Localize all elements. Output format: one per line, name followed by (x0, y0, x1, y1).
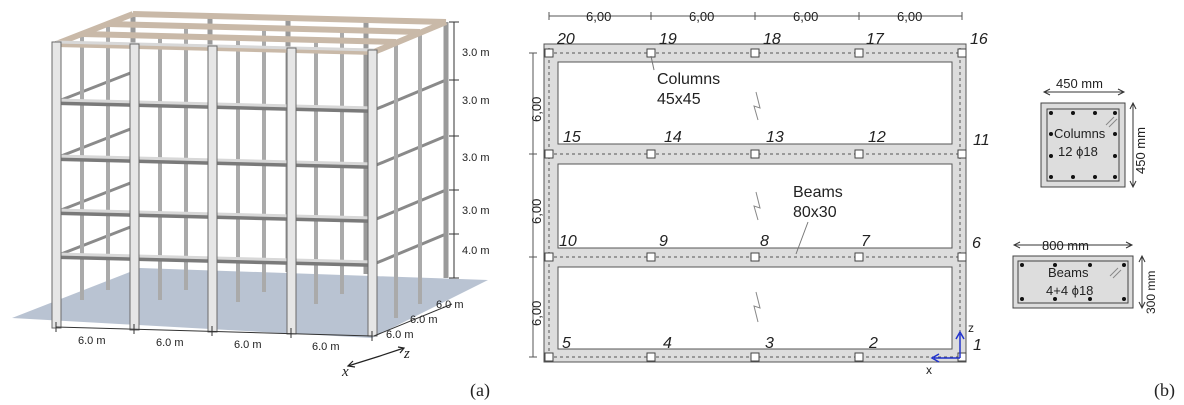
node-17: 17 (866, 31, 885, 48)
beam-width-label: 800 mm (1042, 238, 1089, 253)
node-1: 1 (973, 337, 982, 354)
top-span-4: 6,00 (897, 9, 922, 24)
axis-triad-3d (348, 347, 404, 367)
axis-z-label-3d: z (403, 346, 410, 362)
column-rebar-label: 12 ϕ18 (1058, 144, 1098, 159)
story-height-2: 3.0 m (462, 205, 490, 217)
node-3: 3 (765, 335, 774, 352)
z-span-3: 6.0 m (386, 329, 414, 341)
x-span-4: 6.0 m (312, 341, 340, 353)
axis-x-label-plan: x (926, 363, 932, 377)
axis-x-label-3d: x (341, 364, 349, 380)
x-span-2: 6.0 m (156, 337, 184, 349)
node-15: 15 (563, 129, 581, 146)
left-span-2: 6,00 (529, 199, 544, 224)
node-12: 12 (868, 129, 886, 146)
beams-annotation-label: Beams (793, 184, 843, 201)
node-14: 14 (664, 129, 682, 146)
column-height-label: 450 mm (1133, 127, 1148, 174)
node-16: 16 (970, 31, 988, 48)
column-section-name: Columns (1054, 126, 1106, 141)
node-10: 10 (559, 233, 577, 250)
story-height-4: 3.0 m (462, 95, 490, 107)
axis-z-label-plan: z (968, 321, 974, 335)
z-span-2: 6.0 m (410, 314, 438, 326)
node-19: 19 (659, 31, 677, 48)
node-20: 20 (556, 31, 575, 48)
column-section: 450 mm Columns 12 ϕ18 450 mm (1041, 76, 1148, 187)
panel-a-3d-frame: 3.0 m 3.0 m 3.0 m 3.0 m 4.0 m 6.0 m 6.0 … (12, 14, 490, 401)
node-6: 6 (972, 235, 981, 252)
panel-b-label: (b) (1154, 380, 1175, 401)
x-span-1: 6.0 m (78, 335, 106, 347)
top-span-3: 6,00 (793, 9, 818, 24)
top-span-1: 6,00 (586, 9, 611, 24)
beam-section-name: Beams (1048, 265, 1089, 280)
x-span-3: 6.0 m (234, 339, 262, 351)
node-11: 11 (973, 132, 990, 149)
beam-height-label: 300 mm (1144, 271, 1158, 314)
story-height-3: 3.0 m (462, 152, 490, 164)
panel-a-label: (a) (470, 380, 490, 401)
columns-annotation-label: Columns (657, 71, 720, 88)
node-7: 7 (861, 233, 871, 250)
left-span-1: 6,00 (529, 97, 544, 122)
columns-annotation-size: 45x45 (657, 91, 701, 108)
story-height-5: 3.0 m (462, 47, 490, 59)
column-width-label: 450 mm (1056, 76, 1103, 91)
panel-b-plan: 6,00 6,00 6,00 6,00 6,00 6,00 6,00 20 19… (529, 9, 1175, 401)
z-span-1: 6.0 m (436, 299, 464, 311)
node-13: 13 (766, 129, 784, 146)
node-9: 9 (659, 233, 668, 250)
node-5: 5 (562, 335, 571, 352)
beams-annotation-size: 80x30 (793, 204, 837, 221)
node-4: 4 (663, 335, 672, 352)
node-18: 18 (763, 31, 781, 48)
story-dimension-line (449, 22, 459, 278)
bay-1 (558, 62, 952, 144)
beam-section: 800 mm Beams 4+4 ϕ18 300 mm (1013, 238, 1158, 314)
top-span-2: 6,00 (689, 9, 714, 24)
story-height-1: 4.0 m (462, 245, 490, 257)
beam-rebar-label: 4+4 ϕ18 (1046, 283, 1093, 298)
node-8: 8 (760, 233, 769, 250)
node-2: 2 (868, 335, 878, 352)
left-span-3: 6,00 (529, 301, 544, 326)
